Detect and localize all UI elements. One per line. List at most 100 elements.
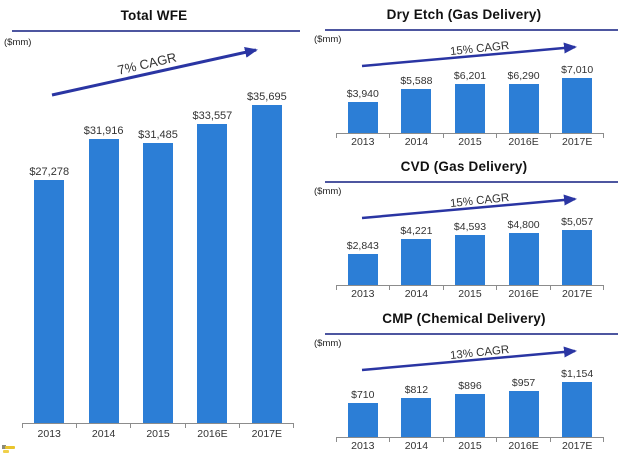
- bar: [562, 230, 593, 285]
- chart-total-wfe: Total WFE ($mm) 7% CAGR $27,278 $31,916 $3…: [0, 0, 308, 455]
- x-labels: 2013 2014 2015 2016E 2017E: [336, 288, 604, 301]
- bar-slot: $4,221: [390, 211, 444, 285]
- axis-tick: [602, 134, 604, 138]
- axis-tick: [389, 134, 391, 138]
- x-axis-label: 2013: [351, 136, 375, 148]
- bar: [251, 105, 282, 423]
- axis-tick: [549, 438, 551, 442]
- bar-value-label: $31,916: [83, 125, 124, 137]
- bar-value-label: $812: [404, 384, 429, 396]
- unit-label: ($mm): [4, 37, 32, 48]
- trend-arrow-line: [361, 42, 577, 68]
- bar-slot: $6,290: [497, 59, 551, 133]
- axis-tick: [442, 134, 444, 138]
- unit-label: ($mm): [314, 338, 342, 349]
- chart-title: CMP (Chemical Delivery): [382, 311, 546, 326]
- axis-ticks: [336, 438, 604, 442]
- axis-tick: [336, 134, 337, 138]
- bar: [401, 239, 432, 285]
- bar-slot: $33,557: [185, 86, 239, 423]
- bar: [454, 235, 485, 285]
- bar-slot: $35,695: [240, 86, 294, 423]
- axis-tick: [549, 286, 551, 290]
- bar: [454, 394, 485, 437]
- cagr-trend-arrow: 7% CAGR: [51, 46, 258, 97]
- bar: [347, 102, 378, 133]
- title-underline: [325, 333, 618, 335]
- trend-arrow-line: [51, 46, 258, 97]
- plot-area: $2,843 $4,221 $4,593 $4,800 $5,057: [336, 211, 604, 286]
- bar-slot: $3,940: [336, 59, 390, 133]
- bar: [401, 89, 432, 133]
- bar-slot: $812: [390, 363, 444, 437]
- bar-value-label: $27,278: [29, 166, 70, 178]
- trend-arrow-line: [361, 346, 577, 372]
- bar-slot: $896: [443, 363, 497, 437]
- x-axis-label: 2014: [404, 440, 429, 452]
- axis-tick: [22, 424, 23, 428]
- bar: [143, 143, 174, 423]
- cagr-trend-arrow: 15% CAGR: [361, 40, 577, 68]
- bar: [197, 124, 228, 423]
- bar: [88, 139, 119, 423]
- x-labels: 2013 2014 2015 2016E 2017E: [22, 428, 294, 442]
- axis-tick: [238, 424, 240, 428]
- x-axis-label: 2014: [404, 136, 429, 148]
- chart-title: Dry Etch (Gas Delivery): [386, 7, 542, 22]
- axis-tick: [76, 424, 78, 428]
- axis-tick: [442, 438, 444, 442]
- chart-cmp: CMP (Chemical Delivery) ($mm) 13% CAGR $…: [308, 304, 620, 454]
- bar-value-label: $6,290: [507, 70, 540, 82]
- bar-value-label: $2,843: [346, 240, 379, 252]
- x-axis-label: 2013: [37, 428, 61, 440]
- bar-value-label: $957: [511, 377, 536, 389]
- title-underline: [325, 29, 618, 31]
- x-axis-label: 2014: [91, 428, 116, 440]
- axis-tick: [496, 438, 498, 442]
- bar-slot: $7,010: [550, 59, 604, 133]
- axis-tick: [184, 424, 186, 428]
- bar: [508, 391, 539, 437]
- chart-title: Total WFE: [120, 8, 188, 23]
- cagr-trend-arrow: 13% CAGR: [361, 344, 577, 372]
- x-axis-label: 2017E: [561, 440, 593, 452]
- chart-cvd: CVD (Gas Delivery) ($mm) 15% CAGR $2,843…: [308, 152, 620, 302]
- bar: [34, 180, 65, 423]
- axis-tick: [336, 286, 337, 290]
- axis-tick: [292, 424, 294, 428]
- bar-slot: $710: [336, 363, 390, 437]
- x-axis-label: 2016E: [508, 288, 539, 300]
- artifact-mark: [5, 446, 15, 449]
- bar-slot: $4,800: [497, 211, 551, 285]
- artifact-mark: [2, 445, 6, 449]
- unit-label: ($mm): [314, 186, 342, 197]
- bar-value-label: $3,940: [346, 88, 379, 100]
- x-axis-label: 2016E: [197, 428, 228, 440]
- axis-tick: [336, 438, 337, 442]
- bar: [347, 254, 378, 285]
- bar-slot: $5,588: [390, 59, 444, 133]
- axis-tick: [130, 424, 132, 428]
- x-axis-label: 2015: [146, 428, 170, 440]
- bar-slot: $5,057: [550, 211, 604, 285]
- bar-value-label: $7,010: [561, 64, 594, 76]
- bar-value-label: $6,201: [453, 70, 487, 82]
- bar-slot: $2,843: [336, 211, 390, 285]
- bar-value-label: $896: [458, 380, 482, 392]
- bar-value-label: $4,593: [453, 221, 487, 233]
- bar-value-label: $1,154: [561, 368, 594, 380]
- unit-label: ($mm): [314, 34, 342, 45]
- x-axis-label: 2014: [404, 288, 429, 300]
- bar-value-label: $5,588: [400, 75, 433, 87]
- axis-ticks: [336, 134, 604, 138]
- bar-value-label: $5,057: [561, 216, 594, 228]
- bar-value-label: $35,695: [246, 91, 287, 103]
- x-axis-label: 2015: [458, 440, 482, 452]
- axis-ticks: [336, 286, 604, 290]
- x-axis-label: 2013: [351, 288, 375, 300]
- x-axis-label: 2013: [351, 440, 375, 452]
- bar: [562, 382, 593, 437]
- bar-slot: $4,593: [443, 211, 497, 285]
- axis-tick: [602, 286, 604, 290]
- plot-area: $27,278 $31,916 $31,485 $33,557 $35,695: [22, 86, 294, 424]
